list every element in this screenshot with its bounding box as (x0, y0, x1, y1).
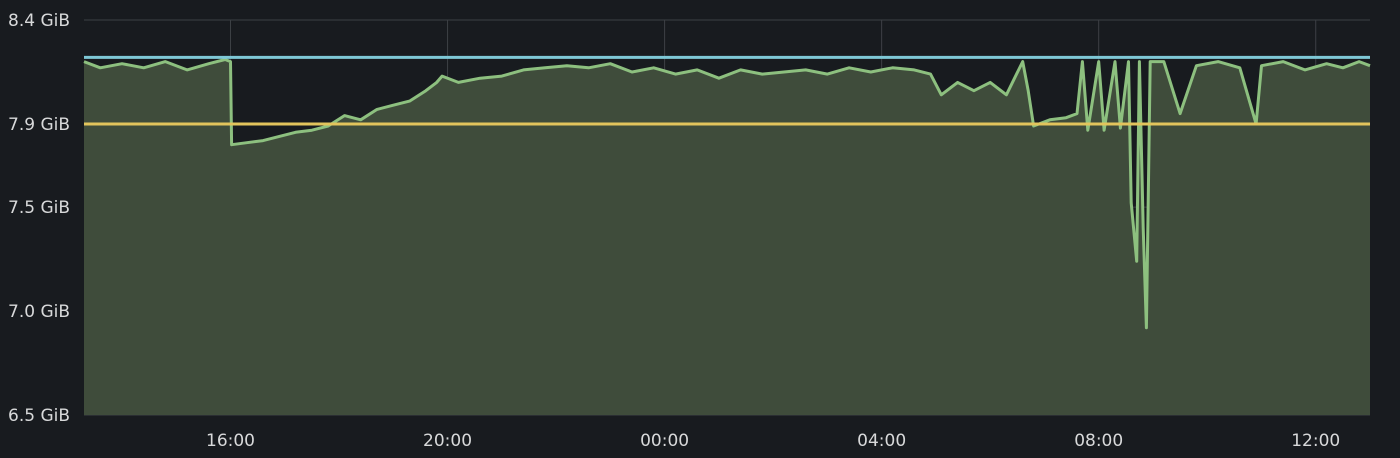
x-tick-label: 04:00 (857, 431, 906, 451)
series-area-fill (84, 59, 1370, 415)
series-layer (83, 58, 1371, 415)
x-tick-label: 20:00 (423, 431, 472, 451)
x-tick-label: 12:00 (1291, 431, 1340, 451)
y-axis-ticks: 8.4 GiB 7.9 GiB 7.5 GiB 7.0 GiB 6.5 GiB (8, 11, 70, 426)
x-tick-label: 08:00 (1074, 431, 1123, 451)
x-tick-label: 16:00 (206, 431, 255, 451)
y-tick-label: 8.4 GiB (8, 11, 70, 31)
x-tick-label: 00:00 (640, 431, 689, 451)
y-tick-label: 6.5 GiB (8, 406, 70, 426)
y-tick-label: 7.5 GiB (8, 198, 70, 218)
x-axis-ticks: 16:00 20:00 00:00 04:00 08:00 12:00 (206, 431, 1340, 451)
threshold-layer (84, 55, 1370, 126)
series-line (83, 58, 1371, 330)
y-tick-label: 7.0 GiB (8, 302, 70, 322)
y-tick-label: 7.9 GiB (8, 115, 70, 135)
